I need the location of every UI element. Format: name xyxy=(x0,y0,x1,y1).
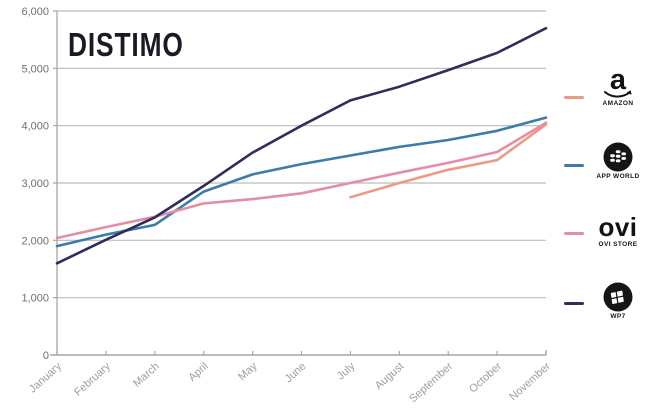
amazon-line-swatch xyxy=(564,96,584,99)
wp7-line-swatch xyxy=(564,302,584,305)
distimo-logo: DISTIMO xyxy=(68,26,184,64)
svg-text:November: November xyxy=(507,360,553,403)
svg-text:October: October xyxy=(467,360,504,395)
chart-legend: a AMAZON xyxy=(556,0,650,412)
legend-item-amazon: a AMAZON xyxy=(556,64,650,115)
blackberry-icon xyxy=(603,142,633,172)
svg-text:August: August xyxy=(373,360,406,392)
amazon-smile-icon xyxy=(604,90,632,98)
svg-text:3,000: 3,000 xyxy=(21,178,49,190)
svg-text:May: May xyxy=(236,360,260,383)
svg-text:March: March xyxy=(131,360,162,389)
svg-text:1,000: 1,000 xyxy=(21,293,49,305)
legend-item-app-world: APP WORLD xyxy=(556,142,650,187)
amazon-a-icon: a xyxy=(609,64,627,96)
ovi-logo: ovi xyxy=(598,212,638,242)
svg-text:January: January xyxy=(27,360,64,395)
ovi-line-swatch xyxy=(564,232,584,235)
svg-text:4,000: 4,000 xyxy=(21,121,49,133)
svg-text:5,000: 5,000 xyxy=(21,63,49,75)
legend-item-wp7: WP7 xyxy=(556,282,650,327)
svg-text:6,000: 6,000 xyxy=(21,6,49,18)
svg-text:July: July xyxy=(335,360,358,382)
svg-text:0: 0 xyxy=(43,350,49,362)
svg-text:February: February xyxy=(72,360,113,399)
windows-icon xyxy=(603,282,633,312)
svg-text:April: April xyxy=(186,360,210,384)
legend-label-wp7: WP7 xyxy=(610,313,626,320)
app-world-line-swatch xyxy=(564,164,584,167)
svg-text:September: September xyxy=(407,360,455,405)
legend-item-ovi: ovi OVI STORE xyxy=(556,212,650,257)
legend-label-app-world: APP WORLD xyxy=(596,173,640,180)
svg-text:2,000: 2,000 xyxy=(21,235,49,247)
legend-label-ovi: OVI STORE xyxy=(598,241,638,248)
svg-text:June: June xyxy=(283,360,309,385)
legend-label-amazon: AMAZON xyxy=(602,100,634,107)
